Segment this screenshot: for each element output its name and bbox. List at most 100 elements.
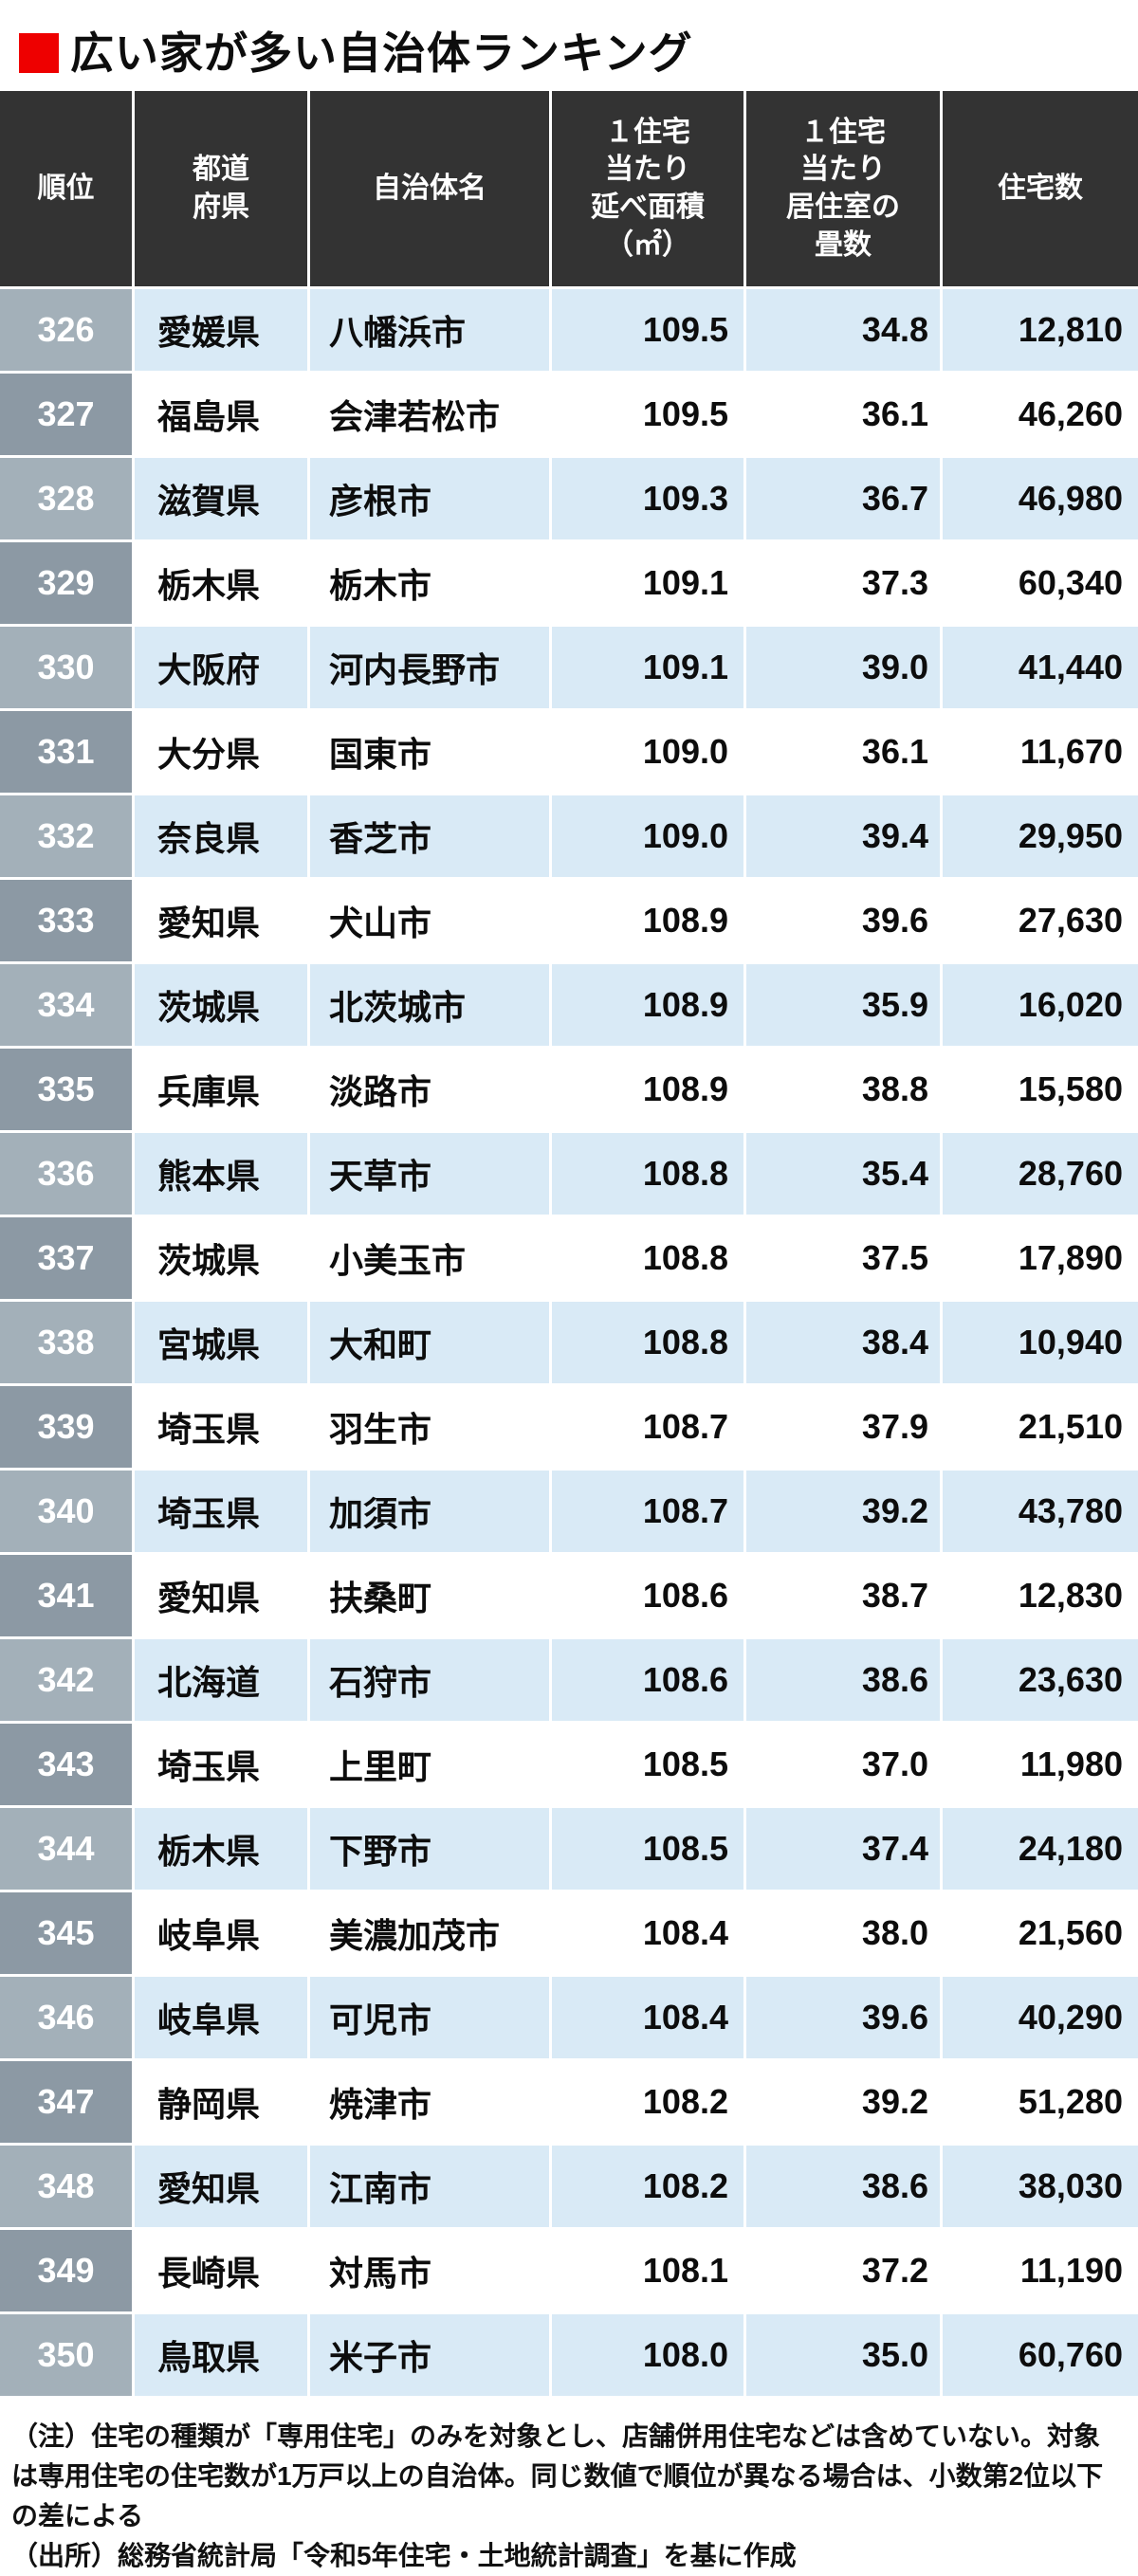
tatami-cell: 37.2 <box>746 2230 940 2311</box>
rank-cell: 339 <box>0 1386 132 1468</box>
municipality-cell: 河内長野市 <box>310 627 549 708</box>
rank-cell: 330 <box>0 627 132 708</box>
prefecture-cell: 兵庫県 <box>135 1049 307 1130</box>
municipality-cell: 北茨城市 <box>310 964 549 1046</box>
tatami-cell: 37.9 <box>746 1386 940 1468</box>
prefecture-cell: 愛知県 <box>135 1555 307 1636</box>
count-cell: 11,980 <box>943 1724 1138 1805</box>
municipality-cell: 小美玉市 <box>310 1217 549 1299</box>
rank-cell: 350 <box>0 2314 132 2396</box>
prefecture-cell: 愛知県 <box>135 2146 307 2227</box>
tatami-cell: 39.2 <box>746 2061 940 2143</box>
prefecture-cell: 北海道 <box>135 1639 307 1721</box>
column-header-house-count: 住宅数 <box>943 91 1138 286</box>
tatami-cell: 37.0 <box>746 1724 940 1805</box>
rank-cell: 335 <box>0 1049 132 1130</box>
prefecture-cell: 長崎県 <box>135 2230 307 2311</box>
prefecture-cell: 岐阜県 <box>135 1977 307 2058</box>
prefecture-cell: 茨城県 <box>135 1217 307 1299</box>
column-header-municipality: 自治体名 <box>310 91 549 286</box>
tatami-cell: 37.5 <box>746 1217 940 1299</box>
municipality-cell: 彦根市 <box>310 458 549 539</box>
rank-cell: 349 <box>0 2230 132 2311</box>
tatami-cell: 38.6 <box>746 1639 940 1721</box>
count-cell: 27,630 <box>943 880 1138 961</box>
municipality-cell: 羽生市 <box>310 1386 549 1468</box>
area-cell: 108.6 <box>552 1555 743 1636</box>
prefecture-cell: 岐阜県 <box>135 1892 307 1974</box>
count-cell: 41,440 <box>943 627 1138 708</box>
municipality-cell: 国東市 <box>310 711 549 793</box>
tatami-cell: 38.0 <box>746 1892 940 1974</box>
count-cell: 15,580 <box>943 1049 1138 1130</box>
tatami-cell: 35.4 <box>746 1133 940 1215</box>
rank-cell: 326 <box>0 289 132 371</box>
tatami-cell: 35.9 <box>746 964 940 1046</box>
rank-cell: 345 <box>0 1892 132 1974</box>
title-bar: 広い家が多い自治体ランキング <box>0 0 1138 83</box>
rank-cell: 336 <box>0 1133 132 1215</box>
rank-cell: 342 <box>0 1639 132 1721</box>
tatami-cell: 35.0 <box>746 2314 940 2396</box>
page-title: 広い家が多い自治体ランキング <box>70 28 693 78</box>
tatami-cell: 37.3 <box>746 542 940 624</box>
count-cell: 10,940 <box>943 1302 1138 1383</box>
footnotes: （注）住宅の種類が「専用住宅」のみを対象とし、店舗併用住宅などは含めていない。対… <box>0 2396 1138 2576</box>
area-cell: 109.1 <box>552 542 743 624</box>
ranking-table: 順位 都道 府県 自治体名 １住宅 当たり 延べ面積 （㎡） １住宅 当たり 居… <box>0 91 1138 2396</box>
rank-cell: 331 <box>0 711 132 793</box>
count-cell: 24,180 <box>943 1808 1138 1890</box>
note-text: （注）住宅の種類が「専用住宅」のみを対象とし、店舗併用住宅などは含めていない。対… <box>11 2421 1104 2530</box>
area-cell: 109.3 <box>552 458 743 539</box>
prefecture-cell: 熊本県 <box>135 1133 307 1215</box>
count-cell: 46,980 <box>943 458 1138 539</box>
municipality-cell: 会津若松市 <box>310 374 549 455</box>
municipality-cell: 犬山市 <box>310 880 549 961</box>
rank-cell: 327 <box>0 374 132 455</box>
rank-cell: 334 <box>0 964 132 1046</box>
prefecture-cell: 愛媛県 <box>135 289 307 371</box>
rank-cell: 341 <box>0 1555 132 1636</box>
rank-cell: 346 <box>0 1977 132 2058</box>
red-square-bullet-icon <box>19 33 59 73</box>
area-cell: 108.5 <box>552 1808 743 1890</box>
tatami-cell: 38.6 <box>746 2146 940 2227</box>
rank-cell: 343 <box>0 1724 132 1805</box>
area-cell: 108.0 <box>552 2314 743 2396</box>
prefecture-cell: 大阪府 <box>135 627 307 708</box>
municipality-cell: 美濃加茂市 <box>310 1892 549 1974</box>
prefecture-cell: 宮城県 <box>135 1302 307 1383</box>
area-cell: 108.2 <box>552 2061 743 2143</box>
area-cell: 108.6 <box>552 1639 743 1721</box>
area-cell: 108.8 <box>552 1217 743 1299</box>
column-header-rank: 順位 <box>0 91 132 286</box>
count-cell: 29,950 <box>943 795 1138 877</box>
area-cell: 108.9 <box>552 1049 743 1130</box>
prefecture-cell: 大分県 <box>135 711 307 793</box>
tatami-cell: 39.6 <box>746 1977 940 2058</box>
tatami-cell: 34.8 <box>746 289 940 371</box>
count-cell: 28,760 <box>943 1133 1138 1215</box>
prefecture-cell: 茨城県 <box>135 964 307 1046</box>
count-cell: 21,560 <box>943 1892 1138 1974</box>
tatami-cell: 36.1 <box>746 374 940 455</box>
prefecture-cell: 福島県 <box>135 374 307 455</box>
municipality-cell: 下野市 <box>310 1808 549 1890</box>
count-cell: 21,510 <box>943 1386 1138 1468</box>
count-cell: 12,830 <box>943 1555 1138 1636</box>
municipality-cell: 淡路市 <box>310 1049 549 1130</box>
tatami-cell: 36.7 <box>746 458 940 539</box>
count-cell: 11,190 <box>943 2230 1138 2311</box>
count-cell: 51,280 <box>943 2061 1138 2143</box>
municipality-cell: 大和町 <box>310 1302 549 1383</box>
rank-cell: 332 <box>0 795 132 877</box>
prefecture-cell: 栃木県 <box>135 1808 307 1890</box>
tatami-cell: 36.1 <box>746 711 940 793</box>
tatami-cell: 38.7 <box>746 1555 940 1636</box>
municipality-cell: 米子市 <box>310 2314 549 2396</box>
count-cell: 60,760 <box>943 2314 1138 2396</box>
municipality-cell: 江南市 <box>310 2146 549 2227</box>
area-cell: 109.0 <box>552 711 743 793</box>
area-cell: 109.5 <box>552 374 743 455</box>
municipality-cell: 栃木市 <box>310 542 549 624</box>
